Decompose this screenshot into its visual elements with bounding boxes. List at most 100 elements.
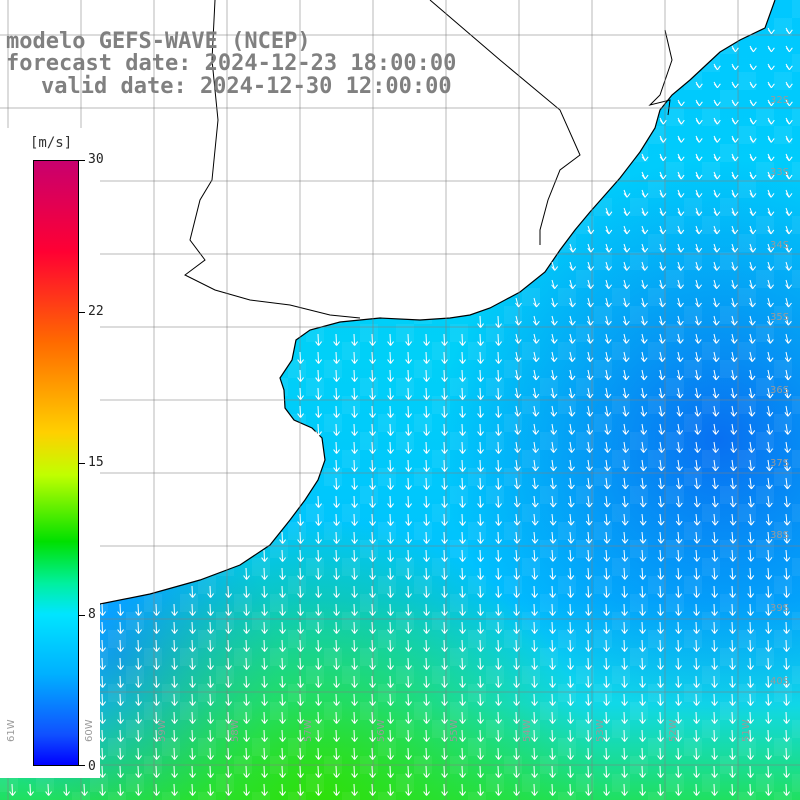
wind-arrow [783, 639, 790, 652]
wind-arrow [243, 567, 250, 580]
wind-arrow [623, 297, 630, 308]
wind-arrow [387, 333, 394, 346]
wind-arrow [441, 369, 448, 382]
wind-arrow [729, 765, 736, 778]
wind-arrow [731, 153, 739, 162]
wind-arrow [405, 603, 412, 616]
wind-arrow [676, 369, 684, 381]
wind-arrow [641, 189, 649, 198]
wind-arrow [767, 207, 775, 216]
wind-arrow [603, 603, 610, 616]
wind-arrow [477, 459, 484, 472]
wind-arrow [423, 387, 430, 400]
wind-arrow [640, 315, 648, 326]
wind-arrow [423, 639, 430, 652]
wind-arrow [459, 441, 466, 454]
wind-arrow [604, 423, 612, 435]
wind-arrow [694, 333, 702, 344]
wind-arrow [749, 45, 757, 53]
lat-label: 37S [770, 458, 790, 469]
wind-arrow [549, 603, 556, 616]
colorbar-tickmark [79, 463, 85, 464]
lat-label: 40S [770, 676, 790, 687]
wind-arrow [423, 441, 430, 454]
wind-arrow [747, 729, 754, 742]
wind-arrow [569, 279, 576, 290]
wind-arrow [477, 603, 484, 616]
wind-arrow [675, 657, 682, 670]
wind-arrow [387, 351, 394, 364]
wind-arrow [622, 387, 630, 399]
wind-arrow [531, 567, 539, 580]
wind-arrow [315, 675, 322, 688]
wind-arrow [713, 207, 721, 216]
wind-arrow [279, 675, 286, 688]
wind-arrow [315, 621, 322, 634]
wind-arrow [459, 531, 466, 544]
wind-arrow [315, 387, 322, 400]
wind-arrow [747, 675, 754, 688]
wind-arrow [765, 693, 772, 706]
colorbar-tick-22: 22 [88, 304, 104, 319]
wind-arrow [712, 351, 720, 362]
wind-arrow [441, 783, 448, 796]
wind-arrow [441, 477, 448, 490]
wind-arrow [513, 657, 520, 670]
wind-arrow [549, 747, 556, 760]
wind-arrow [766, 387, 774, 399]
wind-arrow [784, 441, 792, 453]
wind-arrow [713, 99, 721, 107]
lon-label: 54W [522, 719, 533, 742]
wind-arrow [369, 549, 376, 562]
wind-arrow [477, 639, 484, 652]
wind-arrow [225, 639, 232, 652]
wind-arrow [730, 459, 737, 472]
wind-arrow [549, 711, 556, 724]
wind-arrow [315, 747, 322, 760]
wind-arrow [729, 495, 737, 508]
wind-arrow [767, 171, 775, 180]
wind-arrow [585, 585, 593, 598]
wind-arrow [405, 351, 412, 364]
wind-arrow [387, 711, 394, 724]
wind-arrow [513, 765, 520, 778]
wind-arrow [243, 765, 250, 778]
wind-arrow [495, 693, 502, 706]
wind-arrow [729, 693, 736, 706]
wind-arrow [675, 765, 682, 778]
wind-arrow [315, 567, 322, 580]
wind-arrow [639, 675, 646, 688]
wind-arrow [693, 657, 700, 670]
wind-arrow [333, 603, 340, 616]
wind-arrow [767, 225, 775, 235]
wind-arrow [604, 333, 612, 344]
wind-arrow [405, 783, 412, 796]
lon-label: 60W [84, 719, 95, 742]
wind-arrow [784, 477, 791, 490]
wind-arrow [495, 603, 502, 616]
wind-arrow [495, 459, 502, 472]
wind-arrow [657, 549, 665, 562]
wind-arrow [333, 549, 340, 562]
wind-arrow [297, 387, 304, 400]
wind-arrow [713, 279, 720, 290]
wind-arrow [711, 693, 718, 706]
wind-arrow [279, 783, 286, 796]
wind-arrow [639, 729, 646, 742]
wind-arrow [695, 99, 703, 107]
valid-date: valid date: 2024-12-30 12:00:00 [41, 74, 452, 99]
wind-arrow [695, 81, 703, 89]
wind-arrow [423, 477, 430, 490]
wind-arrow [315, 405, 322, 418]
wind-arrow [405, 549, 412, 562]
wind-arrow [495, 387, 502, 400]
wind-arrow [604, 369, 612, 381]
wind-arrow [550, 333, 558, 344]
wind-arrow [639, 783, 646, 796]
wind-arrow [603, 495, 611, 508]
wind-arrow [785, 99, 793, 107]
wind-arrow [640, 477, 647, 490]
wind-arrow [531, 657, 538, 670]
wind-arrow [405, 765, 412, 778]
